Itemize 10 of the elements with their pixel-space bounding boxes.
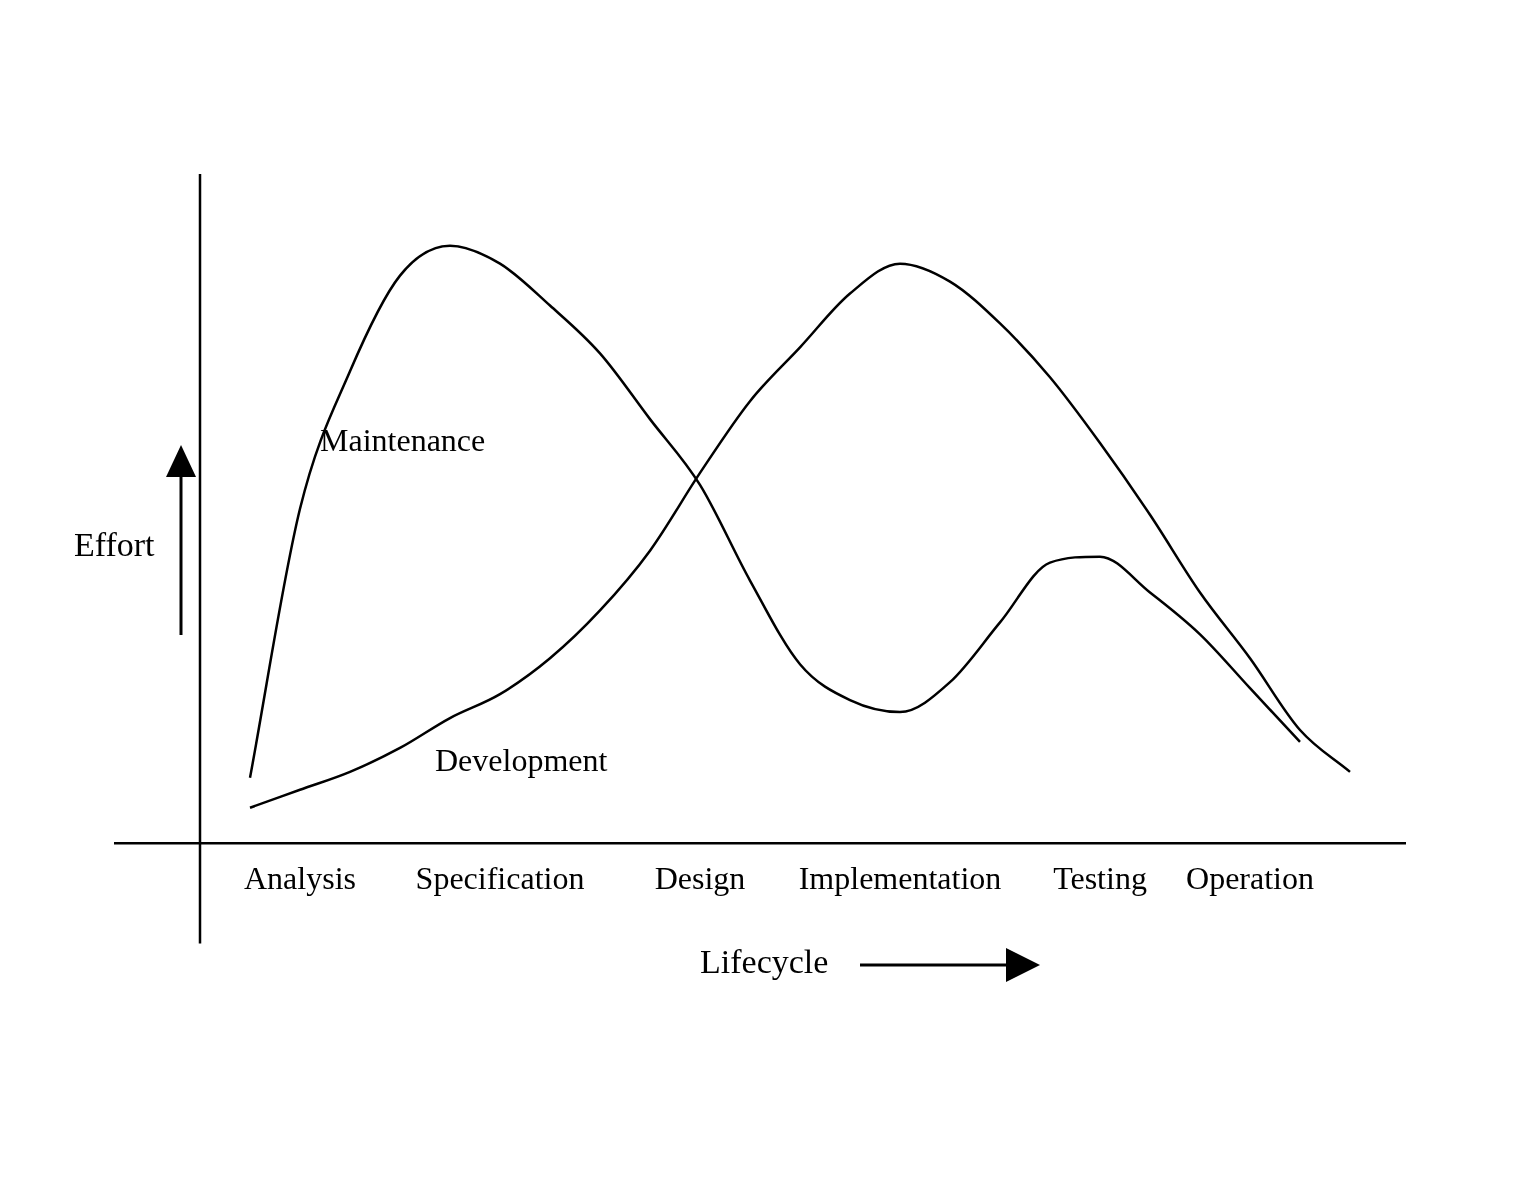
series-label: Development (435, 742, 608, 779)
x-tick-label: Operation (1186, 860, 1314, 897)
series-label: Maintenance (320, 422, 486, 459)
x-tick-label: Analysis (244, 860, 356, 897)
y-axis-title: Effort (74, 526, 155, 564)
x-tick-label: Testing (1053, 860, 1147, 897)
x-tick-label: Design (654, 860, 746, 897)
x-tick-label: Implementation (798, 860, 1002, 897)
x-tick-label: Specification (415, 860, 585, 897)
x-axis-title: Lifecycle (700, 943, 829, 981)
